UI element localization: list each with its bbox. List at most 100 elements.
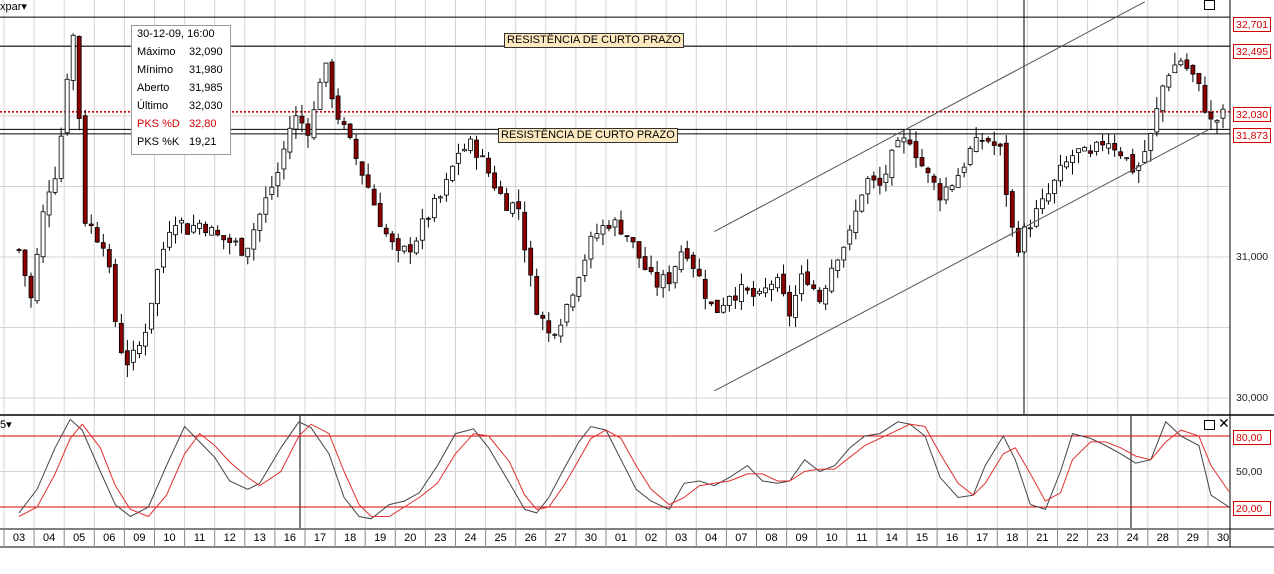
candle-body — [630, 237, 636, 243]
candle-body — [136, 344, 142, 354]
candle-body — [925, 167, 931, 174]
x-tick-label: 03 — [675, 532, 687, 544]
candle-body — [1009, 191, 1015, 228]
main-pane-title[interactable]: xpar▾ — [0, 0, 27, 13]
tooltip-label-pks-k: PKS %K — [137, 136, 180, 148]
candle-body — [684, 248, 690, 259]
candle-body — [395, 238, 401, 251]
candle-body — [654, 272, 660, 288]
resistance-annotation-bottom[interactable]: RESISTÊNCIA DE CURTO PRAZO — [498, 128, 678, 143]
close-icon[interactable]: ✕ — [1218, 415, 1230, 431]
x-tick-label: 13 — [254, 532, 266, 544]
candle-body — [1046, 193, 1051, 202]
candle-body — [745, 287, 750, 291]
candle-body — [997, 143, 1003, 147]
x-tick-label: 26 — [525, 532, 537, 544]
candle-body — [558, 324, 564, 337]
candle-body — [323, 62, 329, 83]
osc-pane-title[interactable]: 5▾ — [0, 418, 12, 431]
candle-body — [516, 201, 522, 210]
candle-body — [612, 219, 618, 228]
x-tick-label: 24 — [464, 532, 476, 544]
candle-body — [769, 283, 774, 291]
x-tick-label: 15 — [916, 532, 928, 544]
candle-body — [233, 240, 239, 243]
series-pks_d — [18, 423, 1230, 518]
frame-layer — [0, 0, 1274, 548]
candle-body — [949, 185, 955, 191]
candle-body — [130, 349, 136, 363]
tooltip-value-open: 31,985 — [189, 82, 223, 94]
x-tick-label: 01 — [615, 532, 627, 544]
candle-body — [462, 148, 467, 152]
candle-body — [221, 235, 227, 241]
candle-body — [1190, 64, 1196, 75]
candle-body — [347, 123, 353, 138]
candle-body — [251, 229, 257, 250]
channel-line — [714, 129, 1209, 392]
dropdown-arrow-icon[interactable]: ▾ — [21, 1, 27, 13]
candle-body — [389, 233, 395, 243]
candle-body — [437, 196, 443, 199]
candle-body — [919, 157, 925, 167]
candle-body — [1124, 157, 1130, 160]
candle-body — [648, 266, 654, 273]
candle-body — [991, 141, 997, 146]
candle-body — [690, 254, 696, 269]
candle-body — [636, 241, 642, 259]
tooltip-label-open: Aberto — [137, 82, 170, 94]
candle-body — [889, 149, 895, 179]
candle-body — [642, 256, 648, 270]
candle-body — [58, 135, 64, 179]
candle-body — [720, 304, 726, 313]
candle-body — [82, 115, 88, 224]
data-tooltip: 30-12-09, 16:00 Máximo 32,090 Mínimo 31,… — [131, 25, 231, 155]
candle-body — [100, 242, 106, 249]
candle-body — [311, 109, 317, 139]
x-tick-label: 24 — [1127, 532, 1139, 544]
candle-body — [835, 259, 841, 271]
price-badge-32701: 32,701 — [1233, 17, 1271, 32]
candle-body — [227, 237, 233, 243]
candle-body — [173, 225, 178, 236]
candle-body — [702, 278, 708, 299]
dropdown-arrow-icon[interactable]: ▾ — [6, 419, 12, 431]
candle-body — [1058, 164, 1063, 182]
osc-level-badge-20: 20,00 — [1233, 501, 1271, 516]
candle-body — [576, 277, 582, 297]
candle-body — [877, 177, 883, 186]
candle-body — [383, 227, 389, 235]
candle-body — [1166, 75, 1172, 88]
candle-body — [1112, 142, 1118, 151]
candle-body — [582, 259, 588, 276]
candle-body — [64, 78, 70, 134]
x-tick-label: 12 — [224, 532, 236, 544]
candle-body — [197, 222, 203, 229]
candle-body — [257, 213, 263, 231]
candle-body — [1040, 198, 1045, 210]
window-maximize-icon[interactable] — [1204, 420, 1215, 430]
candle-body — [865, 178, 871, 195]
resistance-annotation-top[interactable]: RESISTÊNCIA DE CURTO PRAZO — [504, 33, 684, 48]
candle-body — [76, 35, 82, 119]
candle-body — [1088, 150, 1093, 154]
candle-body — [775, 277, 780, 289]
candle-body — [365, 174, 371, 188]
candle-body — [143, 331, 148, 347]
tooltip-value-pks-d: 32,80 — [189, 118, 217, 130]
tooltip-value-low: 31,980 — [189, 64, 223, 76]
tooltip-label-high: Máximo — [137, 46, 176, 58]
window-maximize-icon[interactable] — [1204, 0, 1215, 10]
candle-body — [805, 271, 811, 285]
candle-body — [263, 197, 269, 215]
x-tick-label: 17 — [314, 532, 326, 544]
candle-body — [34, 253, 40, 302]
candle-body — [552, 333, 558, 336]
candle-body — [239, 237, 245, 256]
price-tick-31000: 31,000 — [1236, 251, 1269, 263]
channel-line — [714, 1, 1145, 233]
x-tick-label: 02 — [645, 532, 657, 544]
candle-body — [468, 138, 473, 151]
candle-body — [94, 227, 100, 243]
series-pks_k — [18, 418, 1230, 520]
